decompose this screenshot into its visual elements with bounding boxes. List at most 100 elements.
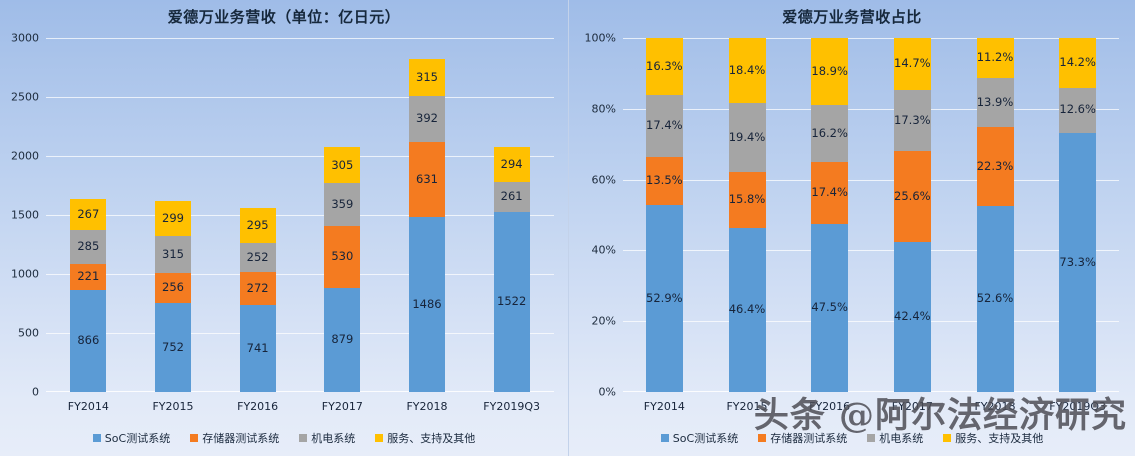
bar-value-label: 47.5% <box>811 300 848 315</box>
bar-value-label: 73.3% <box>1059 254 1096 269</box>
page-title-share: 爱德万业务营收占比 <box>782 8 922 26</box>
legend-item[interactable]: SoC测试系统 <box>660 430 738 446</box>
bar-segment[interactable]: 47.5% <box>811 223 849 392</box>
stacked-bar[interactable]: 879 530 359 305 FY2017 <box>322 147 363 413</box>
bar-segment[interactable]: 267 <box>70 198 107 231</box>
bar-segment[interactable]: 315 <box>155 235 191 274</box>
bar-segment[interactable]: 261 <box>493 181 530 213</box>
bar-segment[interactable]: 16.3% <box>645 37 683 96</box>
bar-segment[interactable]: 1522 <box>493 212 530 392</box>
legend-swatch-icon <box>660 434 669 442</box>
bar-segment[interactable]: 299 <box>155 200 191 236</box>
bar-segment[interactable]: 272 <box>239 272 276 305</box>
y-axis-tick-label: 1000 <box>11 267 39 281</box>
legend-item[interactable]: 存储器测试系统 <box>758 430 847 446</box>
stacked-bar[interactable]: 1522 261 294 FY2019Q3 <box>483 146 540 413</box>
legend-item[interactable]: 服务、支持及其他 <box>943 430 1043 446</box>
bar-segment[interactable]: 294 <box>493 146 530 182</box>
bar-segment[interactable]: 866 <box>70 289 107 392</box>
bar-segment[interactable]: 305 <box>324 147 361 184</box>
legend-item[interactable]: 存储器测试系统 <box>190 430 279 446</box>
stacked-bar[interactable]: 52.6% 22.3% 13.9% 11.2% FY2018 <box>974 38 1016 413</box>
bar-segment[interactable]: 530 <box>324 225 361 289</box>
x-axis-tick-label: FY2017 <box>891 400 933 413</box>
bar-segment[interactable]: 14.7% <box>893 38 931 91</box>
bar-segment[interactable]: 16.2% <box>811 104 849 163</box>
stacked-bar[interactable]: 73.3% 12.6% 14.2% FY2019Q3 <box>1049 37 1106 413</box>
bar-segment[interactable]: 1486 <box>409 216 445 392</box>
legend-swatch-icon <box>190 434 199 442</box>
stacked-bar[interactable]: 52.9% 13.5% 17.4% 16.3% FY2014 <box>644 37 685 413</box>
legend-item[interactable]: 服务、支持及其他 <box>375 430 475 446</box>
bar-segment[interactable]: 631 <box>409 142 445 217</box>
legend-item[interactable]: SoC测试系统 <box>92 430 170 446</box>
bar-segment[interactable]: 295 <box>239 207 276 243</box>
bar-segment[interactable]: 13.9% <box>976 77 1014 127</box>
bar-segment[interactable]: 17.4% <box>811 162 849 224</box>
revenue-share-chart-panel: 爱德万业务营收占比 0% 20% 40% 60% 80% 100% 52.9% 13.5% 17… <box>568 0 1135 456</box>
x-axis-tick-label: FY2016 <box>237 400 279 413</box>
bar-segment[interactable]: 14.2% <box>1059 37 1097 88</box>
bar-segment[interactable]: 221 <box>70 263 107 290</box>
bar-segment[interactable]: 741 <box>239 304 276 392</box>
bar-segment[interactable]: 19.4% <box>728 103 766 172</box>
legend-label: 存储器测试系统 <box>202 432 280 445</box>
bar-value-label: 17.4% <box>811 185 848 200</box>
axis-baseline <box>46 391 554 392</box>
bar-segment[interactable]: 392 <box>409 95 445 143</box>
bar-segment[interactable]: 25.6% <box>893 151 931 242</box>
bar-value-label: 1486 <box>412 296 442 311</box>
stacked-bar[interactable]: 46.4% 15.8% 19.4% 18.4% FY2015 <box>726 38 768 413</box>
bar-segment[interactable]: 359 <box>324 183 361 226</box>
bar-segment[interactable]: 752 <box>155 303 191 392</box>
stacked-bar[interactable]: 866 221 285 267 FY2014 <box>68 198 109 413</box>
y-axis-tick-label: 2000 <box>11 149 39 163</box>
page-title: 爱德万业务营收（单位：亿日元） <box>167 8 401 26</box>
legend-label: 服务、支持及其他 <box>955 432 1044 445</box>
legend-swatch-icon <box>943 434 952 442</box>
revenue-plot-area: 0 500 1000 1500 2000 2500 3000 866 221 285 267 FY20… <box>11 32 554 413</box>
bar-value-label: 392 <box>416 111 438 126</box>
bar-segment[interactable]: 315 <box>409 58 445 96</box>
bar-segment[interactable]: 46.4% <box>728 227 766 392</box>
stacked-bar[interactable]: 741 272 252 295 FY2016 <box>237 207 278 413</box>
bar-segment[interactable]: 18.4% <box>728 38 766 104</box>
stacked-bar[interactable]: 47.5% 17.4% 16.2% 18.9% FY2016 <box>809 38 850 413</box>
legend-label: 机电系统 <box>879 432 924 445</box>
bar-value-label: 295 <box>246 217 269 232</box>
gridline <box>46 215 554 216</box>
bar-segment[interactable]: 256 <box>155 273 191 304</box>
gridline <box>623 38 1119 39</box>
stacked-bar[interactable]: 1486 631 392 315 FY2018 <box>406 58 448 413</box>
bar-value-label: 752 <box>162 339 184 354</box>
bar-segment[interactable]: 42.4% <box>893 241 931 392</box>
bar-segment[interactable]: 879 <box>324 288 361 392</box>
bar-segment[interactable]: 52.9% <box>645 204 683 392</box>
bar-segment[interactable]: 73.3% <box>1059 132 1097 392</box>
bar-segment[interactable]: 22.3% <box>976 126 1014 206</box>
bar-segment[interactable]: 17.4% <box>645 95 683 157</box>
bar-segment[interactable]: 252 <box>239 242 276 273</box>
bar-segment[interactable]: 15.8% <box>728 171 766 228</box>
x-axis-tick-label: FY2018 <box>406 400 448 413</box>
x-axis-tick-label: FY2015 <box>726 400 768 413</box>
x-axis-tick-label: FY2019Q3 <box>483 400 541 413</box>
bar-value-label: 530 <box>331 249 354 264</box>
gridline <box>46 333 554 334</box>
bar-value-label: 631 <box>416 171 438 186</box>
bar-segment[interactable]: 285 <box>70 230 107 264</box>
y-axis-tick-label: 0 <box>32 385 39 399</box>
bar-segment[interactable]: 12.6% <box>1059 87 1097 133</box>
bar-segment[interactable]: 17.3% <box>893 90 931 152</box>
bar-segment[interactable]: 13.5% <box>645 156 683 205</box>
bar-segment[interactable]: 11.2% <box>976 38 1014 78</box>
legend-item[interactable]: 机电系统 <box>867 430 923 446</box>
y-axis-tick-label: 2500 <box>11 90 39 104</box>
bar-value-label: 18.9% <box>811 63 848 78</box>
bar-segment[interactable]: 18.9% <box>811 38 849 105</box>
y-axis-tick-label: 80% <box>591 102 616 116</box>
legend-item[interactable]: 机电系统 <box>299 430 355 446</box>
stacked-bar[interactable]: 42.4% 25.6% 17.3% 14.7% FY2017 <box>892 38 933 413</box>
stacked-bar[interactable]: 752 256 315 299 FY2015 <box>152 200 194 413</box>
bar-segment[interactable]: 52.6% <box>976 205 1014 392</box>
